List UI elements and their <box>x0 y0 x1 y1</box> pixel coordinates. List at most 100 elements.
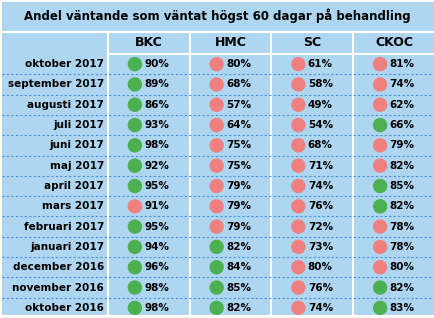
Text: 86%: 86% <box>144 100 169 110</box>
Circle shape <box>210 139 223 152</box>
Text: mars 2017: mars 2017 <box>42 201 104 211</box>
Text: juli 2017: juli 2017 <box>53 120 104 130</box>
Circle shape <box>128 281 141 294</box>
Circle shape <box>373 139 386 152</box>
Text: 91%: 91% <box>144 201 169 211</box>
Circle shape <box>373 98 386 111</box>
Text: SC: SC <box>302 37 321 50</box>
Text: 84%: 84% <box>226 262 251 272</box>
Circle shape <box>210 159 223 172</box>
Circle shape <box>128 139 141 152</box>
Text: 94%: 94% <box>144 242 169 252</box>
Text: CKOC: CKOC <box>374 37 412 50</box>
Circle shape <box>210 58 223 71</box>
Circle shape <box>373 78 386 91</box>
Text: 82%: 82% <box>389 282 414 293</box>
Text: 98%: 98% <box>144 303 169 313</box>
Circle shape <box>291 281 304 294</box>
Text: 82%: 82% <box>389 161 414 171</box>
Circle shape <box>373 261 386 274</box>
Circle shape <box>291 200 304 213</box>
Text: 85%: 85% <box>226 282 250 293</box>
Text: 89%: 89% <box>144 80 169 89</box>
Circle shape <box>210 78 223 91</box>
Circle shape <box>373 200 386 213</box>
Circle shape <box>291 240 304 253</box>
Text: januari 2017: januari 2017 <box>30 242 104 252</box>
Circle shape <box>291 220 304 233</box>
Text: 74%: 74% <box>307 303 332 313</box>
Circle shape <box>128 119 141 132</box>
Text: 68%: 68% <box>307 140 332 150</box>
Text: 85%: 85% <box>389 181 414 191</box>
Text: maj 2017: maj 2017 <box>49 161 104 171</box>
Circle shape <box>128 261 141 274</box>
Text: 93%: 93% <box>144 120 169 130</box>
Circle shape <box>210 220 223 233</box>
Circle shape <box>128 159 141 172</box>
Text: december 2016: december 2016 <box>13 262 104 272</box>
Text: 71%: 71% <box>307 161 332 171</box>
Text: 74%: 74% <box>389 80 414 89</box>
Circle shape <box>128 240 141 253</box>
Text: 79%: 79% <box>226 181 250 191</box>
Circle shape <box>291 58 304 71</box>
Text: oktober 2016: oktober 2016 <box>25 303 104 313</box>
Circle shape <box>128 301 141 315</box>
Text: augusti 2017: augusti 2017 <box>27 100 104 110</box>
Circle shape <box>291 179 304 192</box>
Text: 72%: 72% <box>307 222 332 232</box>
Text: 92%: 92% <box>144 161 169 171</box>
Circle shape <box>291 261 304 274</box>
Circle shape <box>128 200 141 213</box>
Text: 78%: 78% <box>389 242 414 252</box>
Text: HMC: HMC <box>214 37 246 50</box>
Circle shape <box>373 58 386 71</box>
Text: 79%: 79% <box>226 201 250 211</box>
Text: 82%: 82% <box>389 201 414 211</box>
Text: Andel väntande som väntat högst 60 dagar på behandling: Andel väntande som väntat högst 60 dagar… <box>24 9 410 23</box>
Text: 78%: 78% <box>389 222 414 232</box>
Text: 73%: 73% <box>307 242 332 252</box>
Circle shape <box>291 78 304 91</box>
Circle shape <box>373 301 386 315</box>
Circle shape <box>128 98 141 111</box>
Text: 79%: 79% <box>226 222 250 232</box>
Text: 75%: 75% <box>226 140 251 150</box>
Circle shape <box>291 119 304 132</box>
Circle shape <box>128 58 141 71</box>
Text: 82%: 82% <box>226 242 250 252</box>
Text: 98%: 98% <box>144 282 169 293</box>
Text: 57%: 57% <box>226 100 251 110</box>
Circle shape <box>128 78 141 91</box>
Text: 64%: 64% <box>226 120 251 130</box>
Circle shape <box>373 119 386 132</box>
Circle shape <box>210 98 223 111</box>
Circle shape <box>210 200 223 213</box>
Circle shape <box>210 179 223 192</box>
Text: oktober 2017: oktober 2017 <box>25 59 104 69</box>
Text: 80%: 80% <box>307 262 332 272</box>
Circle shape <box>210 281 223 294</box>
Text: 66%: 66% <box>389 120 414 130</box>
Text: 90%: 90% <box>144 59 169 69</box>
Circle shape <box>373 159 386 172</box>
Text: juni 2017: juni 2017 <box>49 140 104 150</box>
Text: 80%: 80% <box>389 262 414 272</box>
Circle shape <box>373 220 386 233</box>
Text: 61%: 61% <box>307 59 332 69</box>
Circle shape <box>291 98 304 111</box>
Circle shape <box>128 179 141 192</box>
Circle shape <box>210 301 223 315</box>
Text: 68%: 68% <box>226 80 250 89</box>
Text: februari 2017: februari 2017 <box>23 222 104 232</box>
Text: 54%: 54% <box>307 120 332 130</box>
Text: 95%: 95% <box>144 181 169 191</box>
Text: 58%: 58% <box>307 80 332 89</box>
Text: november 2016: november 2016 <box>12 282 104 293</box>
Text: 76%: 76% <box>307 201 332 211</box>
Text: september 2017: september 2017 <box>8 80 104 89</box>
Circle shape <box>210 119 223 132</box>
Text: 81%: 81% <box>389 59 414 69</box>
Circle shape <box>373 281 386 294</box>
